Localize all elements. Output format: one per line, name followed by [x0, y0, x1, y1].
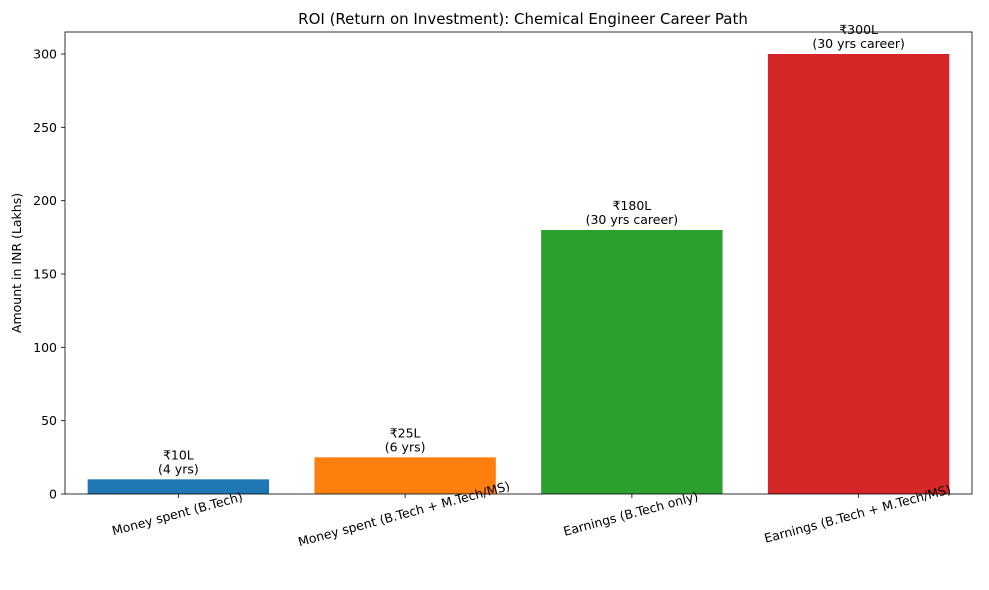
data-label-1: ₹10L (4 yrs): [158, 447, 199, 476]
plot-frame: [64, 31, 973, 495]
y-tick-label-0: 0: [49, 487, 57, 502]
y-tick-label-300: 300: [33, 47, 57, 62]
bar-4: [767, 54, 950, 494]
x-tick-label-1: Money spent (B.Tech): [110, 489, 244, 538]
data-label-2: ₹25L (6 yrs): [385, 425, 426, 454]
y-tick-label-50: 50: [41, 413, 57, 428]
data-label-4: ₹300L (30 yrs career): [812, 22, 905, 51]
bar-1: [87, 479, 270, 494]
plot-area: ₹10L (4 yrs) Money spent (B.Tech) ₹25L (6 yr…: [33, 22, 973, 549]
chart-title: ROI (Return on Investment): Chemical Eng…: [298, 10, 748, 28]
y-tick-label-150: 150: [33, 267, 57, 282]
bar-2: [314, 457, 496, 494]
y-tick-label-250: 250: [33, 120, 57, 135]
x-tick-label-3: Earnings (B.Tech only): [562, 488, 700, 538]
y-tick-label-100: 100: [33, 340, 57, 355]
y-axis-label: Amount in INR (Lakhs): [9, 193, 24, 333]
y-tick-label-200: 200: [33, 193, 57, 208]
bar-3: [541, 230, 723, 494]
data-label-3: ₹180L (30 yrs career): [586, 198, 679, 227]
